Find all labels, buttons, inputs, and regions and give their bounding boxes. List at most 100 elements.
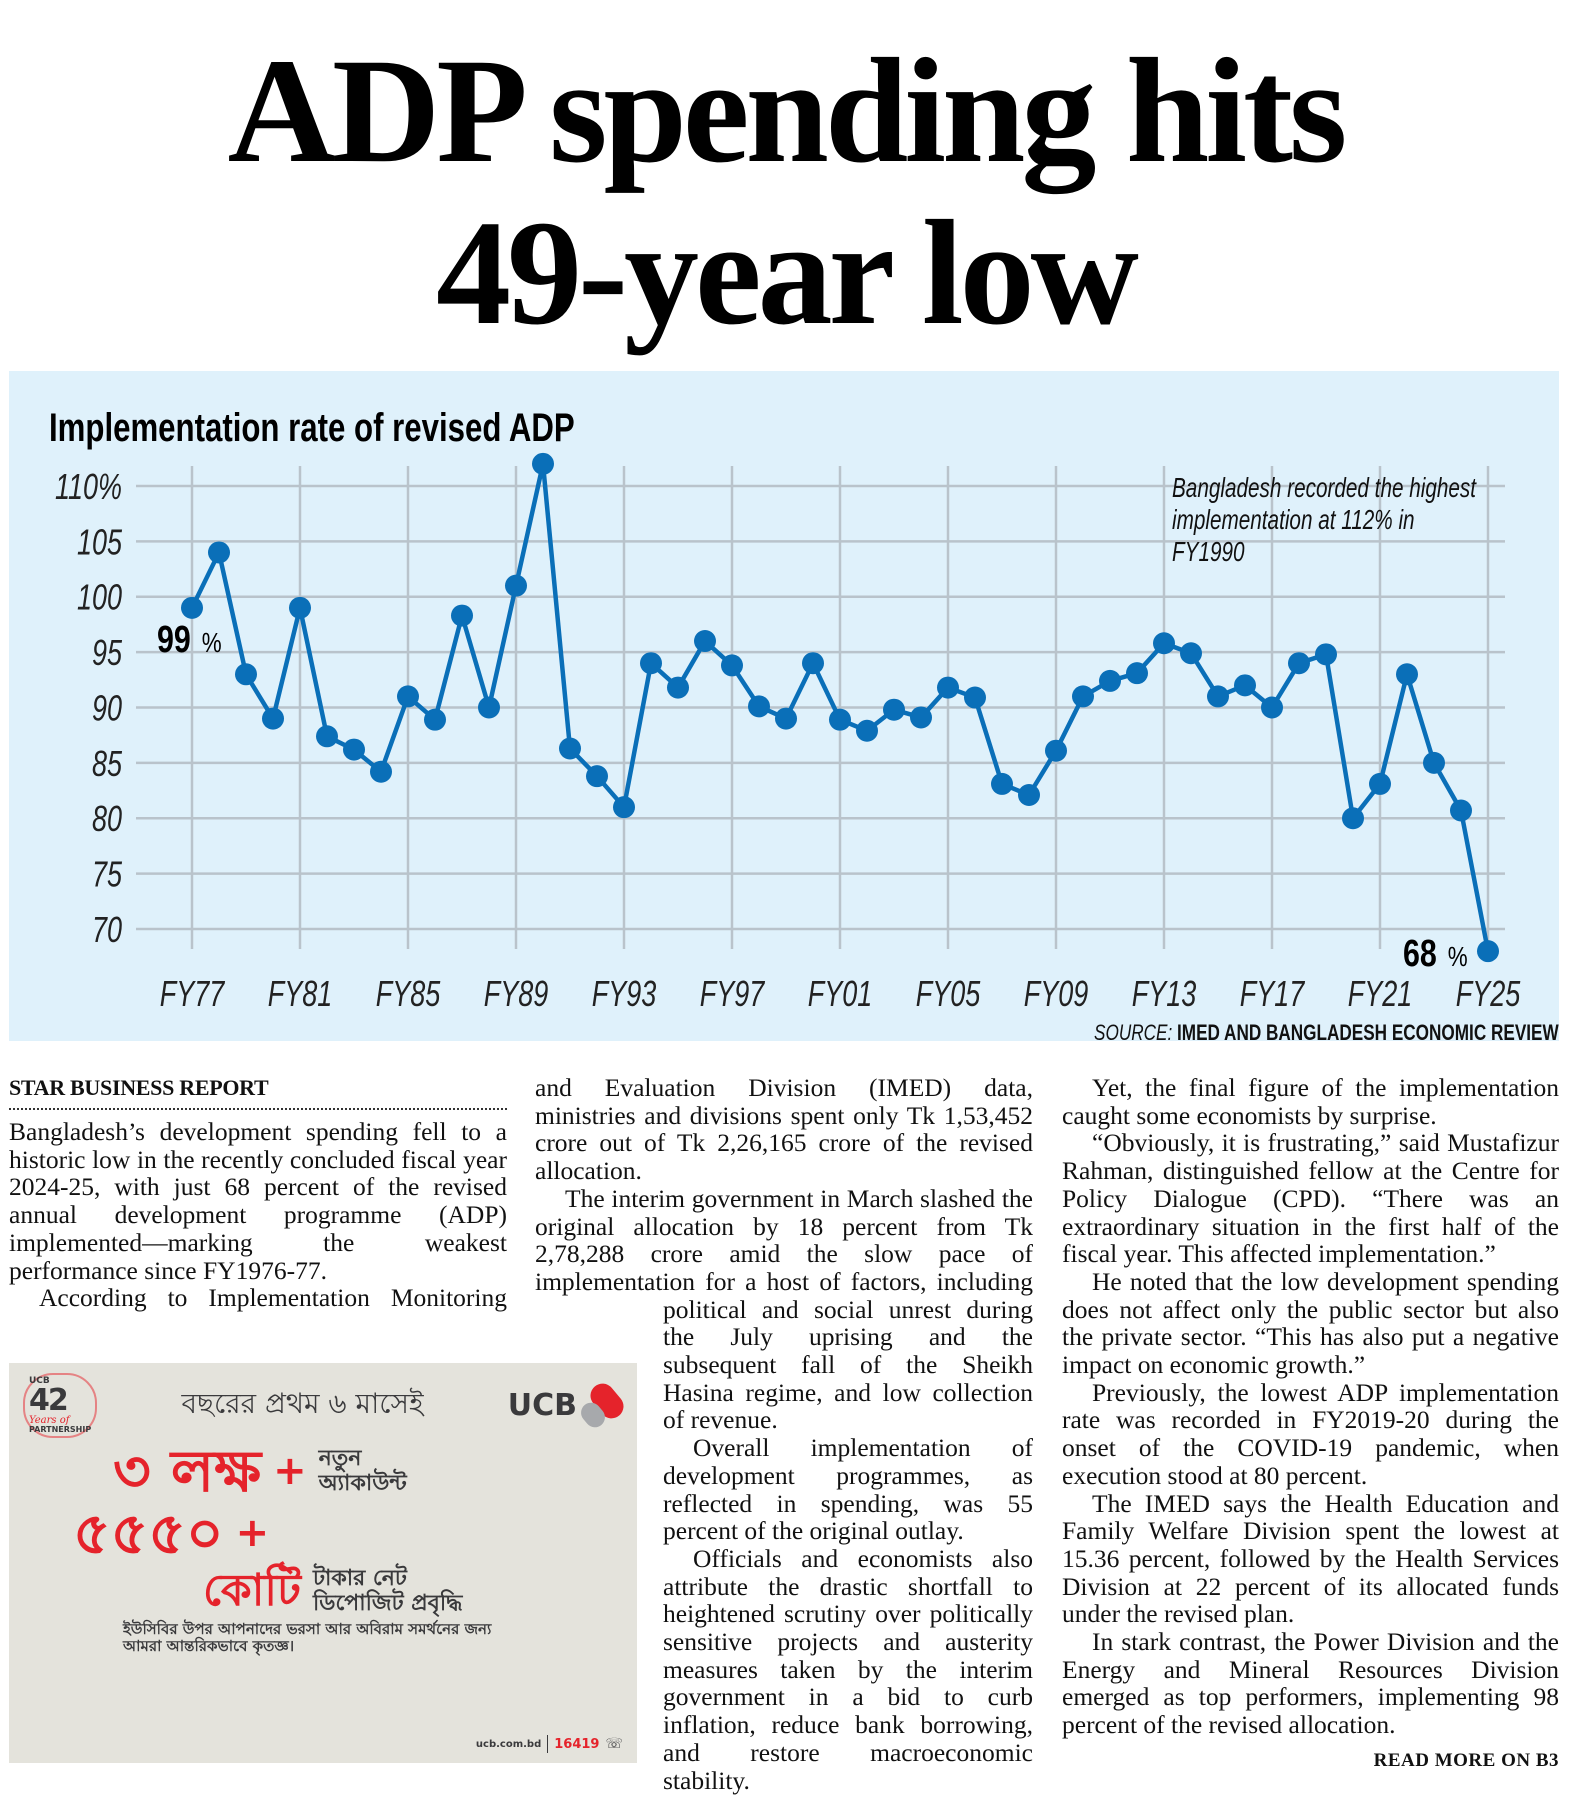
data-point-fy79	[235, 663, 257, 686]
data-point-fy15	[1207, 685, 1229, 708]
y-tick-label: 70	[92, 909, 122, 950]
paragraph: “Obviously, it is frustrating,” said Mus…	[1062, 1128, 1559, 1269]
data-point-fy80	[262, 707, 284, 730]
ad-thanks-2: আমরা আন্তরিকভাবে কৃতজ্ঞ।	[123, 1636, 295, 1655]
paragraph: and Evaluation Division (IMED) data, min…	[535, 1073, 1033, 1186]
paragraph: Yet, the final figure of the implementat…	[1062, 1073, 1559, 1130]
ad-plus-2: +	[235, 1510, 270, 1556]
ucb-logo-icon	[576, 1378, 629, 1431]
data-point-fy23	[1423, 751, 1445, 774]
ad-website[interactable]: ucb.com.bd	[475, 1738, 542, 1750]
data-point-fy91	[559, 737, 581, 760]
data-point-fy05	[937, 676, 959, 699]
badge-label: PARTNERSHIP	[29, 1425, 92, 1434]
x-tick-label: FY85	[376, 973, 441, 1014]
data-point-fy07	[991, 772, 1013, 795]
phone-icon: ☏	[605, 1736, 623, 1752]
data-point-fy99	[775, 707, 797, 730]
data-point-fy06	[964, 686, 986, 709]
read-more-link[interactable]: READ MORE ON B3	[1373, 1749, 1559, 1771]
y-tick-label: 90	[92, 688, 122, 729]
start-unit-label: %	[202, 628, 222, 659]
data-point-fy87	[451, 604, 473, 627]
ad-tagline: বছরের প্রথম ৬ মাসেই	[181, 1387, 424, 1420]
data-point-fy93	[613, 796, 635, 819]
y-tick-label: 95	[92, 632, 122, 673]
x-tick-label: FY93	[592, 973, 657, 1014]
ad-big-figure-1: ৩ লক্ষ	[113, 1437, 262, 1505]
data-point-fy85	[397, 685, 419, 708]
byline: STAR BUSINESS REPORT	[9, 1074, 507, 1110]
chart-title: Implementation rate of revised ADP	[49, 405, 575, 450]
x-tick-label: FY89	[484, 973, 549, 1014]
data-point-fy21	[1369, 772, 1391, 795]
data-point-fy13	[1153, 632, 1175, 655]
data-point-fy09	[1045, 739, 1067, 762]
ad-hotline[interactable]: 16419	[554, 1736, 600, 1752]
ad-caption-1a: নতুন	[318, 1445, 362, 1471]
data-point-fy98	[748, 695, 770, 718]
chart-source: SOURCE: IMED AND BANGLADESH ECONOMIC REV…	[1094, 1020, 1559, 1046]
data-point-fy78	[208, 541, 230, 564]
article-column-2: and Evaluation Division (IMED) data, min…	[535, 1074, 1033, 1816]
end-unit-label: %	[1448, 942, 1468, 973]
badge-script: Years of	[29, 1415, 70, 1426]
y-tick-label: 100	[77, 577, 122, 618]
paragraph: According to Implementation Monitoring	[39, 1283, 507, 1313]
ad-big-figure-3: কোটি	[203, 1565, 301, 1617]
ad-caption-1b: অ্যাকাউন্ট	[318, 1471, 407, 1496]
data-point-fy17	[1261, 696, 1283, 719]
article-column-1: STAR BUSINESS REPORT Bangladesh’s develo…	[9, 1074, 507, 1312]
badge-number: 42	[29, 1383, 69, 1418]
x-tick-label: FY21	[1348, 973, 1412, 1014]
data-point-fy82	[316, 725, 338, 748]
ad-plus-1: +	[273, 1448, 307, 1494]
x-tick-label: FY13	[1132, 973, 1197, 1014]
x-tick-label: FY81	[268, 973, 332, 1014]
y-tick-label: 80	[92, 798, 122, 839]
data-point-fy19	[1315, 643, 1337, 666]
data-point-fy94	[640, 652, 662, 675]
data-point-fy89	[505, 574, 527, 597]
data-point-fy14	[1180, 642, 1202, 665]
data-point-fy86	[424, 708, 446, 731]
data-point-fy08	[1018, 783, 1040, 806]
article-column-3: Yet, the final figure of the implementat…	[1062, 1074, 1559, 1775]
headline-line-2: 49-year low	[436, 190, 1139, 356]
annotation-line-1: Bangladesh recorded the highest	[1172, 473, 1477, 504]
x-tick-label: FY25	[1456, 973, 1521, 1014]
data-point-fy81	[289, 596, 311, 619]
start-value-label: 99	[157, 619, 191, 661]
badge-brand: UCB	[29, 1376, 50, 1386]
data-point-fy90	[532, 452, 554, 475]
y-tick-label: 110%	[55, 466, 122, 507]
data-point-fy04	[910, 706, 932, 729]
data-point-fy88	[478, 696, 500, 719]
y-tick-label: 75	[92, 854, 122, 895]
data-point-fy11	[1099, 669, 1121, 692]
data-point-fy84	[370, 760, 392, 783]
line-chart: Implementation rate of revised ADP 110% 1…	[49, 405, 1521, 1014]
paragraph: He noted that the low development spendi…	[1062, 1266, 1559, 1380]
x-tick-label: FY01	[808, 973, 872, 1014]
data-point-fy01	[829, 708, 851, 731]
data-point-fy92	[586, 765, 608, 788]
data-point-fy02	[856, 719, 878, 742]
data-point-fy97	[721, 654, 743, 677]
paragraph: In stark contrast, the Power Division an…	[1062, 1627, 1559, 1740]
source-text: IMED AND BANGLADESH ECONOMIC REVIEW	[1177, 1020, 1559, 1045]
paragraph: The IMED says the Health Education and F…	[1062, 1488, 1559, 1629]
data-point-fy03	[883, 698, 905, 721]
source-label: SOURCE:	[1094, 1020, 1173, 1045]
data-point-fy24	[1450, 799, 1472, 822]
annotation-line-2: implementation at 112% in	[1172, 505, 1415, 536]
x-tick-label: FY17	[1240, 973, 1306, 1014]
paragraph: The interim government in March slashed …	[535, 1183, 1033, 1435]
ucb-advertisement[interactable]: UCB 42 Years of PARTNERSHIP বছরের প্রথম …	[9, 1363, 637, 1763]
x-tick-label: FY97	[700, 973, 766, 1014]
x-tick-label: FY05	[916, 973, 981, 1014]
paragraph: Previously, the lowest ADP implementatio…	[1062, 1377, 1559, 1490]
data-point-fy00	[802, 652, 824, 675]
annotation-line-3: FY1990	[1172, 537, 1245, 568]
x-tick-label: FY77	[160, 973, 226, 1014]
